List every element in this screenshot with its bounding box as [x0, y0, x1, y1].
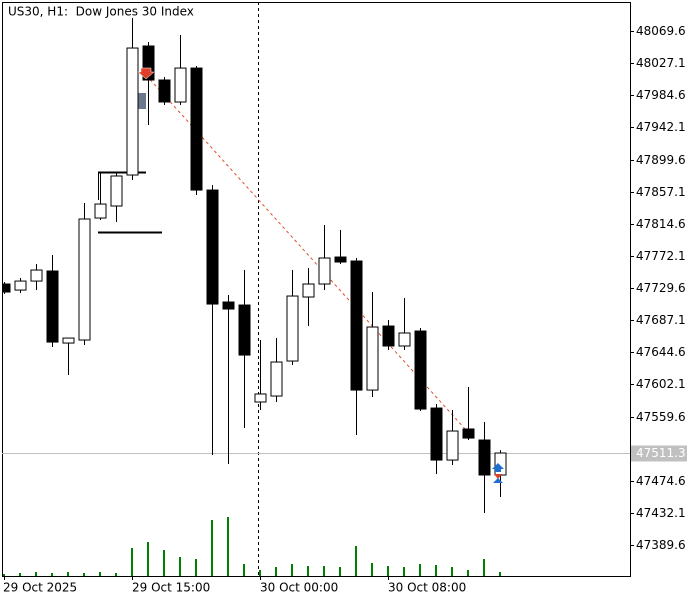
volume-bar: [339, 567, 341, 576]
bid-label: 47511.3: [636, 446, 686, 460]
candle-body: [94, 203, 107, 219]
volume-bar: [435, 565, 437, 576]
candle-body: [286, 295, 299, 362]
candle-body: [190, 67, 203, 191]
y-tick-label: 47984.6: [636, 88, 686, 102]
candle-body: [462, 428, 475, 439]
volume-bar: [51, 573, 53, 576]
candle-body: [206, 189, 219, 305]
volume-bar: [19, 573, 21, 576]
volume-bar: [115, 573, 117, 576]
y-tick-label: 48069.6: [636, 24, 686, 38]
candle-body: [238, 304, 251, 356]
y-tick-label: 47389.6: [636, 538, 686, 552]
volume-bar: [323, 566, 325, 576]
candle-body: [110, 175, 123, 207]
candle-body: [398, 332, 411, 347]
y-tick-label: 47729.6: [636, 281, 686, 295]
volume-bar: [499, 572, 501, 576]
candle-body: [62, 337, 75, 344]
x-tick-label: 29 Oct 15:00: [132, 581, 210, 595]
y-tick-label: 47432.1: [636, 506, 686, 520]
volume-bar: [419, 564, 421, 576]
candle-body: [30, 269, 43, 282]
candle-body: [334, 256, 347, 263]
volume-bar: [3, 574, 5, 576]
volume-bar: [147, 542, 149, 576]
volume-bar: [291, 564, 293, 576]
volume-bar: [403, 567, 405, 576]
candle-body: [382, 325, 395, 347]
volume-bar: [195, 559, 197, 576]
x-tick-label: 29 Oct 2025: [3, 581, 77, 595]
volume-bar: [211, 520, 213, 576]
candle-body: [78, 218, 91, 341]
candle-body: [318, 257, 331, 285]
candle-body: [414, 330, 427, 410]
y-tick-label: 47857.1: [636, 185, 686, 199]
plot-frame: [2, 2, 631, 577]
candle-body: [478, 439, 491, 476]
bid-label-box: [631, 445, 687, 462]
volume-bar: [483, 559, 485, 576]
y-tick-label: 47814.6: [636, 217, 686, 231]
candle-body: [126, 47, 139, 176]
volume-bar: [67, 572, 69, 576]
volume-bar: [227, 517, 229, 576]
candle-body: [350, 260, 363, 391]
candle-body: [270, 361, 283, 397]
candle-body: [222, 301, 235, 310]
volume-bar: [163, 550, 165, 576]
volume-bar: [243, 564, 245, 576]
candle-body: [366, 326, 379, 391]
volume-bar: [387, 566, 389, 576]
y-tick-label: 47687.1: [636, 313, 686, 327]
y-tick-label: 47602.1: [636, 377, 686, 391]
volume-bar: [131, 548, 133, 576]
sell-arrow: [494, 474, 502, 479]
candle-body: [254, 393, 267, 403]
sell-arrow: [137, 67, 155, 80]
y-tick-label: 48027.1: [636, 56, 686, 70]
volume-bar: [99, 572, 101, 576]
x-tick-label: 30 Oct 08:00: [388, 581, 466, 595]
candle-body: [2, 283, 11, 293]
volume-bar: [83, 573, 85, 576]
plot-area: [2, 2, 630, 576]
zone-box: [135, 93, 146, 109]
y-tick-label: 47644.6: [636, 345, 686, 359]
volume-bar: [467, 570, 469, 576]
volume-bar: [275, 567, 277, 576]
y-tick-label: 47474.6: [636, 474, 686, 488]
candle-body: [46, 270, 59, 343]
chart-title: US30, H1: Dow Jones 30 Index: [8, 5, 194, 19]
x-tick-label: 30 Oct 00:00: [260, 581, 338, 595]
candle-body: [158, 79, 171, 103]
candle-body: [142, 45, 155, 81]
y-tick-label: 47899.6: [636, 153, 686, 167]
volume-bar: [307, 566, 309, 576]
volume-bar: [259, 570, 261, 576]
volume-bar: [35, 572, 37, 576]
candle-body: [446, 430, 459, 461]
buy-arrow: [493, 478, 503, 483]
y-tick-label: 47772.1: [636, 249, 686, 263]
y-tick-label: 47559.6: [636, 410, 686, 424]
volume-bar: [355, 546, 357, 576]
candle-body: [430, 407, 443, 461]
candle-body: [14, 280, 27, 291]
volume-bar: [371, 563, 373, 576]
candle-body: [302, 283, 315, 298]
volume-bar: [451, 567, 453, 576]
candle-body: [174, 67, 187, 103]
y-tick-label: 47942.1: [636, 120, 686, 134]
buy-arrow: [492, 463, 504, 472]
volume-bar: [179, 557, 181, 576]
